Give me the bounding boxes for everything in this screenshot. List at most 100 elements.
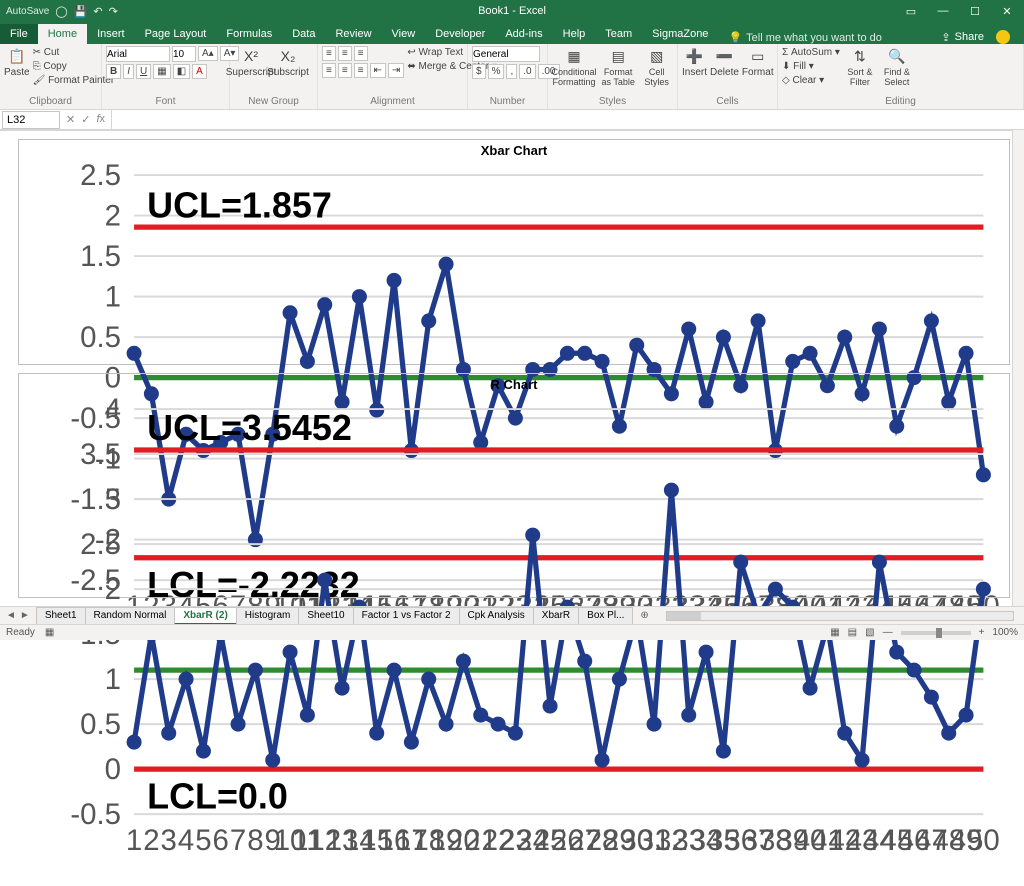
find-icon: 🔍	[887, 46, 907, 66]
r-chart: -0.500.511.522.533.541234567891011121314…	[23, 396, 1003, 886]
svg-text:UCL=3.5452: UCL=3.5452	[147, 407, 352, 448]
copy-label: Copy	[43, 61, 66, 72]
zoom-slider[interactable]	[901, 631, 971, 635]
formula-input[interactable]	[111, 110, 1024, 129]
sheet-tab[interactable]: Factor 1 vs Factor 2	[353, 607, 460, 625]
ribbon-tab-data[interactable]: Data	[282, 24, 325, 44]
view-normal-icon[interactable]: ▦	[830, 627, 839, 638]
add-sheet-button[interactable]: ⊕	[632, 608, 656, 623]
fill-color-button[interactable]: ◧	[173, 64, 190, 79]
name-box[interactable]: L32	[2, 111, 60, 129]
ribbon-tab-review[interactable]: Review	[325, 24, 381, 44]
ribbon-tab-developer[interactable]: Developer	[425, 24, 495, 44]
cancel-formula-icon[interactable]: ✕	[66, 113, 75, 126]
ribbon-tab-home[interactable]: Home	[38, 24, 87, 44]
align-bot[interactable]: ≡	[354, 46, 368, 61]
zoom-out[interactable]: —	[883, 627, 893, 638]
save-icon[interactable]: 💾	[74, 5, 88, 18]
clear-button[interactable]: ◇ Clear ▾	[782, 74, 840, 88]
superscript-button[interactable]: X²Superscript	[234, 46, 268, 78]
autosave-toggle[interactable]: ◯	[55, 5, 67, 18]
window-minimize[interactable]: —	[932, 5, 954, 17]
window-close[interactable]: ✕	[996, 5, 1018, 18]
user-avatar[interactable]	[996, 30, 1010, 44]
tell-me[interactable]: 💡 Tell me what you want to do	[728, 31, 881, 44]
align-right[interactable]: ≡	[354, 63, 368, 78]
alignment-group-label: Alignment	[322, 95, 463, 109]
ribbon-tab-file[interactable]: File	[0, 24, 38, 44]
macro-record-icon[interactable]: ▦	[45, 627, 54, 638]
sort-filter-button[interactable]: ⇅Sort & Filter	[843, 46, 877, 87]
align-left[interactable]: ≡	[322, 63, 336, 78]
font-name[interactable]	[106, 46, 170, 62]
italic-button[interactable]: I	[123, 64, 134, 79]
tab-nav-prev[interactable]: ◄	[6, 610, 16, 621]
ribbon-tab-team[interactable]: Team	[595, 24, 642, 44]
view-pagelayout-icon[interactable]: ▤	[848, 627, 857, 638]
format-cells-button[interactable]: ▭Format	[742, 46, 774, 78]
inc-decimal[interactable]: .0	[519, 64, 535, 79]
align-mid[interactable]: ≡	[338, 46, 352, 61]
redo-icon[interactable]: ↷	[109, 5, 118, 18]
sheet-tab[interactable]: Cpk Analysis	[459, 607, 534, 625]
view-pagebreak-icon[interactable]: ▧	[865, 627, 874, 638]
align-center[interactable]: ≡	[338, 63, 352, 78]
ribbon-options-icon[interactable]: ▭	[900, 5, 922, 18]
fx-icon[interactable]: fx	[96, 113, 105, 126]
window-maximize[interactable]: ☐	[964, 5, 986, 18]
underline-button[interactable]: U	[136, 64, 151, 79]
ribbon-tab-sigmazone[interactable]: SigmaZone	[642, 24, 718, 44]
indent-inc[interactable]: ⇥	[388, 63, 404, 78]
zoom-in[interactable]: +	[979, 627, 985, 638]
horizontal-scrollbar[interactable]	[666, 611, 1014, 621]
comma-button[interactable]: ,	[506, 64, 517, 79]
fill-button[interactable]: ⬇ Fill ▾	[782, 60, 840, 74]
share-button[interactable]: ⇪Share	[941, 30, 1024, 44]
undo-icon[interactable]: ↶	[93, 5, 102, 18]
border-button[interactable]: ▦	[153, 64, 170, 79]
font-size[interactable]	[172, 46, 196, 62]
increase-font-icon[interactable]: A▴	[198, 46, 218, 61]
vertical-scrollbar[interactable]	[1012, 130, 1024, 606]
autosum-button[interactable]: Σ AutoSum ▾	[782, 46, 840, 60]
ribbon-tab-help[interactable]: Help	[553, 24, 596, 44]
ribbon-tab-formulas[interactable]: Formulas	[216, 24, 282, 44]
percent-button[interactable]: %	[488, 64, 505, 79]
svg-text:50: 50	[967, 824, 1000, 857]
svg-text:6: 6	[213, 824, 229, 857]
ribbon-tab-page-layout[interactable]: Page Layout	[135, 24, 217, 44]
sheet-tab[interactable]: Box Pl...	[578, 607, 633, 625]
tab-nav-next[interactable]: ►	[20, 610, 30, 621]
sheet-tab[interactable]: Random Normal	[85, 607, 176, 625]
cell-styles-button[interactable]: ▧Cell Styles	[640, 46, 673, 87]
sheet-area: Xbar Chart -2.5-2-1.5-1-0.500.511.522.51…	[0, 130, 1024, 606]
ribbon-tab-add-ins[interactable]: Add-ins	[495, 24, 552, 44]
bold-button[interactable]: B	[106, 64, 121, 79]
delete-cells-button[interactable]: ➖Delete	[710, 46, 739, 78]
paste-button[interactable]: 📋Paste	[4, 46, 30, 78]
sheet-tab[interactable]: Sheet10	[298, 607, 353, 625]
conditional-formatting-button[interactable]: ▦Conditional Formatting	[552, 46, 596, 87]
app-title: Book1 - Excel	[478, 5, 546, 17]
sheet-tab[interactable]: Histogram	[236, 607, 300, 625]
ribbon-tab-insert[interactable]: Insert	[87, 24, 135, 44]
fmt-table-icon: ▤	[608, 46, 628, 66]
number-format[interactable]	[472, 46, 540, 62]
fill-label: Fill	[793, 61, 806, 72]
sheet-tab[interactable]: Sheet1	[36, 607, 86, 625]
font-color-button[interactable]: A	[192, 64, 207, 79]
autosum-label: AutoSum	[791, 47, 832, 58]
format-as-table-button[interactable]: ▤Format as Table	[599, 46, 637, 87]
indent-dec[interactable]: ⇤	[370, 63, 386, 78]
newgroup-label: New Group	[234, 95, 313, 109]
paste-icon: 📋	[7, 46, 27, 66]
sheet-tab[interactable]: XbarR	[533, 607, 579, 625]
align-top[interactable]: ≡	[322, 46, 336, 61]
enter-formula-icon[interactable]: ✓	[81, 113, 90, 126]
subscript-button[interactable]: X₂Subscript	[271, 46, 305, 78]
sheet-tab[interactable]: XbarR (2)	[174, 607, 236, 625]
insert-cells-button[interactable]: ➕Insert	[682, 46, 707, 78]
ribbon-tab-view[interactable]: View	[382, 24, 426, 44]
currency-button[interactable]: $	[472, 64, 486, 79]
find-select-button[interactable]: 🔍Find & Select	[880, 46, 914, 87]
